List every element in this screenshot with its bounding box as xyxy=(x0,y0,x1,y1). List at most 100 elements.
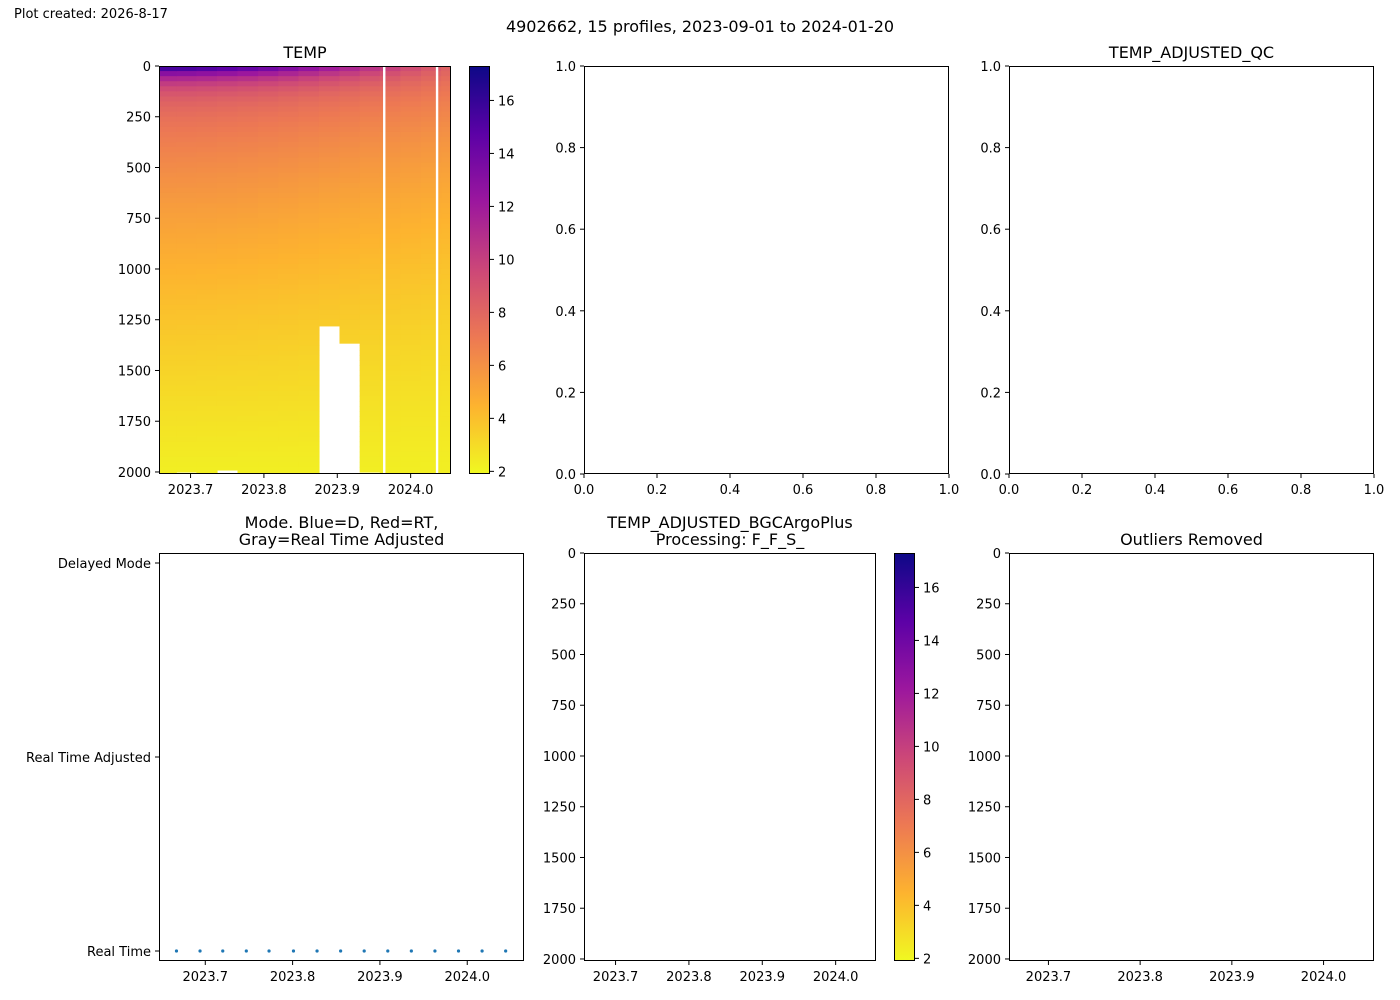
temp-profile-cell xyxy=(359,355,381,361)
temp-profile-cell xyxy=(159,162,177,169)
temp-profile-cell xyxy=(176,395,198,402)
temp-profile-cell xyxy=(298,456,320,463)
mode-x-tick-label: 2023.9 xyxy=(357,970,403,985)
temp-profile-cell xyxy=(196,375,218,382)
temp-profile-cell xyxy=(216,279,239,285)
temp-profile-cell xyxy=(339,319,361,326)
temp-profile-cell xyxy=(420,279,442,285)
temp-profile-cell xyxy=(400,431,422,438)
temp-profile-cell xyxy=(176,289,198,295)
temp-profile-cell xyxy=(298,284,320,290)
temp-profile-cell xyxy=(441,137,451,143)
temp-profile-cell xyxy=(400,370,422,377)
temp-profile-cell xyxy=(441,395,451,402)
temp-profile-cell xyxy=(441,213,451,219)
temp-profile-cell xyxy=(237,456,259,463)
temp-profile-cell xyxy=(196,197,218,204)
temp-profile-cell xyxy=(441,466,451,473)
temp-profile-cell xyxy=(159,66,177,72)
temp-profile-cell xyxy=(196,426,218,432)
temp-profile-cell xyxy=(420,360,442,367)
temp-profile-cell xyxy=(441,116,451,123)
temp-profile-cell xyxy=(298,350,320,356)
temp-profile-cell xyxy=(237,319,259,326)
temp-profile-cell xyxy=(318,86,341,92)
temp-profile-cell xyxy=(196,421,218,427)
temp-profile-cell xyxy=(359,86,381,92)
temp-profile-cell xyxy=(339,309,361,316)
temp-profile-cell xyxy=(359,177,381,184)
temp-profile-cell xyxy=(176,111,198,118)
bgc-y-tick-label: 1000 xyxy=(543,750,576,765)
temp-profile-cell xyxy=(420,223,442,229)
temp-profile-cell xyxy=(216,350,239,356)
temp-profile-cell xyxy=(359,192,381,199)
temp-profile-cell xyxy=(196,431,218,438)
temp-profile-cell xyxy=(176,91,198,98)
temp-profile-cell xyxy=(159,101,177,108)
temp-profile-cell xyxy=(298,390,320,397)
temp-profile-cell xyxy=(400,299,422,306)
temp-profile-cell xyxy=(298,76,320,82)
temp-profile-cell xyxy=(237,126,259,133)
temp-profile-cell xyxy=(278,213,299,219)
temp-profile-cell xyxy=(159,329,177,336)
temp-profile-cell xyxy=(400,294,422,301)
temp-profile-cell xyxy=(216,147,239,153)
temp-profile-cell xyxy=(400,106,422,113)
temp-profile-cell xyxy=(400,446,422,453)
temp-profile-cell xyxy=(159,197,177,204)
temp-profile-cell xyxy=(159,471,177,474)
temp-profile-cell xyxy=(237,268,259,275)
temp-profile-cell xyxy=(298,258,320,265)
temp-profile-cell xyxy=(237,350,259,356)
temp-profile-cell xyxy=(441,385,451,392)
temp-profile-cell xyxy=(196,350,218,356)
mode-point xyxy=(315,949,319,953)
mode-title-line: Mode. Blue=D, Red=RT, xyxy=(245,513,439,532)
bgc-colorbar-tick-label: 16 xyxy=(923,581,940,596)
temp-profile-cell xyxy=(278,218,299,224)
temp-profile-cell xyxy=(420,91,442,98)
temp-profile-cell xyxy=(176,137,198,143)
temp-profile-cell xyxy=(216,157,239,164)
temp-profile-cell xyxy=(359,121,381,128)
temp-profile-cell xyxy=(159,334,177,341)
bgc-y-tick-label: 1500 xyxy=(543,851,576,866)
temp-profile-cell xyxy=(359,142,381,148)
empty1-axes-frame xyxy=(584,66,949,474)
temp-profile-cell xyxy=(216,431,239,438)
temp-profile-cell xyxy=(339,274,361,280)
temp-profile-cell xyxy=(258,142,279,148)
temp-profile-cell xyxy=(379,400,401,407)
temp-profile-cell xyxy=(216,274,239,280)
temp-profile-cell xyxy=(441,329,451,336)
temp-profile-cell xyxy=(359,421,381,427)
temp-profile-cell xyxy=(339,268,361,275)
temp-profile-cell xyxy=(278,274,299,280)
temp-profile-cell xyxy=(379,461,401,468)
temp-profile-cell xyxy=(216,294,239,301)
temp-profile-cell xyxy=(318,177,341,184)
temp-profile-cell xyxy=(278,400,299,407)
temp-profile-cell xyxy=(278,223,299,229)
temp-profile-cell xyxy=(298,395,320,402)
temp-profile-cell xyxy=(237,243,259,250)
temp-profile-cell xyxy=(420,324,442,331)
temp-profile-cell xyxy=(237,360,259,367)
temp-profile-cell xyxy=(359,116,381,123)
temp-profile-cell xyxy=(237,187,259,194)
temp-profile-cell xyxy=(441,121,451,128)
temp-profile-cell xyxy=(318,101,341,108)
bgc-x-tick-label: 2024.0 xyxy=(813,970,859,985)
temp-profile-cell xyxy=(258,167,279,174)
temp-profile-cell xyxy=(420,197,442,204)
temp-profile-cell xyxy=(176,238,198,245)
temp-profile-cell xyxy=(379,436,401,443)
temp-profile-cell xyxy=(379,228,401,235)
temp-x-tick-label: 2023.9 xyxy=(315,483,361,498)
temp-profile-cell xyxy=(379,66,401,72)
temp-profile-cell xyxy=(359,319,381,326)
temp-profile-cell xyxy=(237,324,259,331)
